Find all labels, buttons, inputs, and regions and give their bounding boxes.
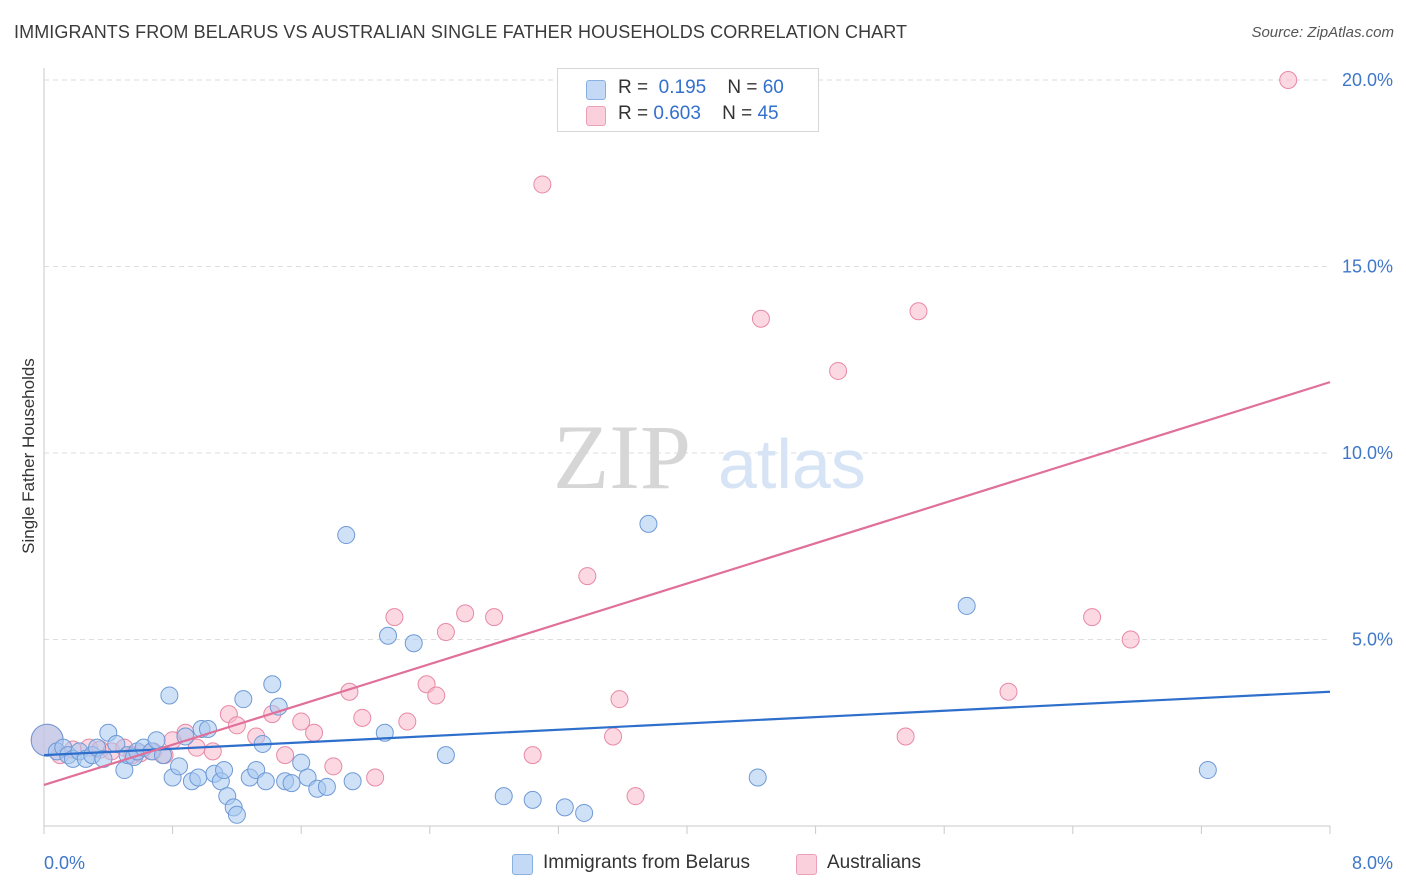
australians-point [896,727,915,746]
watermark-atlas: atlas [718,425,866,503]
australians-point [385,608,404,627]
belarus-point [639,514,658,533]
australians-point [578,567,597,586]
r-label: R = [618,77,649,98]
australians-point [305,723,324,742]
legend-stats-australians: R = 0.603 N = 45 [618,103,779,125]
belarus-trend-line [43,690,1331,757]
australians-point [353,708,372,727]
australians-point [324,757,343,776]
x-tick-label: 0.0% [44,853,85,873]
australians-point [610,690,629,709]
y-axis-label: Single Father Households [19,358,38,554]
australians-point [485,608,504,627]
australians-point [604,727,623,746]
watermark-zip: ZIP [553,406,691,508]
belarus-point [282,774,301,793]
australians-point [829,361,848,380]
chart-title: IMMIGRANTS FROM BELARUS VS AUSTRALIAN SI… [14,22,908,42]
belarus-point [160,686,179,705]
belarus-point [263,675,282,694]
australians-point [398,712,417,731]
belarus-point [343,772,362,791]
belarus-point [256,772,275,791]
bottom-legend-swatch-australians [796,854,817,875]
r-label: R = [618,103,649,124]
n-label: N = [727,77,758,98]
belarus-point [555,798,574,817]
australians-point [626,787,645,806]
belarus-point [1198,761,1217,780]
belarus-point [404,634,423,653]
trend-lines [43,381,1331,787]
australians-point [533,175,552,194]
belarus-point [189,768,208,787]
belarus-point [317,777,336,796]
belarus-point [337,526,356,545]
belarus-point [748,768,767,787]
belarus-point [436,746,455,765]
australians-point [292,712,311,731]
n-value: 45 [757,103,779,124]
tick-labels: 5.0% 10.0% 15.0% 20.0% 0.0% 8.0% [43,70,1393,873]
belarus-point [227,805,246,824]
n-label: N = [722,103,753,124]
australians-trend-line [43,381,1331,787]
y-tick-label: 15.0% [1342,257,1393,277]
y-tick-label: 5.0% [1352,630,1393,650]
belarus-point [292,753,311,772]
belarus-point [575,803,594,822]
australians-point [909,302,928,321]
x-tick-label: 8.0% [1352,853,1393,873]
legend-swatch-belarus [586,80,606,100]
data-points [30,71,1298,824]
australians-point [999,682,1018,701]
belarus-point [375,723,394,742]
belarus-point [494,787,513,806]
belarus-point [523,790,542,809]
legend-stats-belarus: R = 0.195 N = 60 [618,77,784,99]
australians-point [436,623,455,642]
australians-point [276,746,295,765]
belarus-point [957,596,976,615]
australians-point [1121,630,1140,649]
belarus-point [379,626,398,645]
belarus-point [215,761,234,780]
australians-point [751,309,770,328]
r-value: 0.195 [658,77,707,98]
bottom-legend-swatch-belarus [512,854,533,875]
australians-point [427,686,446,705]
australians-point [1279,71,1298,89]
n-value: 60 [762,77,784,98]
australians-point [1083,608,1102,627]
australians-point [523,746,542,765]
australians-point [366,768,385,787]
bottom-legend-label-australians: Australians [827,852,921,873]
legend-swatch-australians [586,106,606,126]
y-tick-label: 10.0% [1342,443,1393,463]
r-value: 0.603 [653,103,701,124]
y-tick-label: 20.0% [1342,70,1393,90]
source-credit: Source: ZipAtlas.com [1251,24,1394,41]
belarus-point [234,690,253,709]
australians-point [456,604,475,623]
watermark: ZIP atlas [553,406,866,508]
belarus-point [176,727,195,746]
gridlines [44,79,1330,640]
correlation-legend: R = 0.195 N = 60 R = 0.603 N = 45 [557,68,819,132]
bottom-legend-label-belarus: Immigrants from Belarus [543,852,750,873]
belarus-point [170,757,189,776]
